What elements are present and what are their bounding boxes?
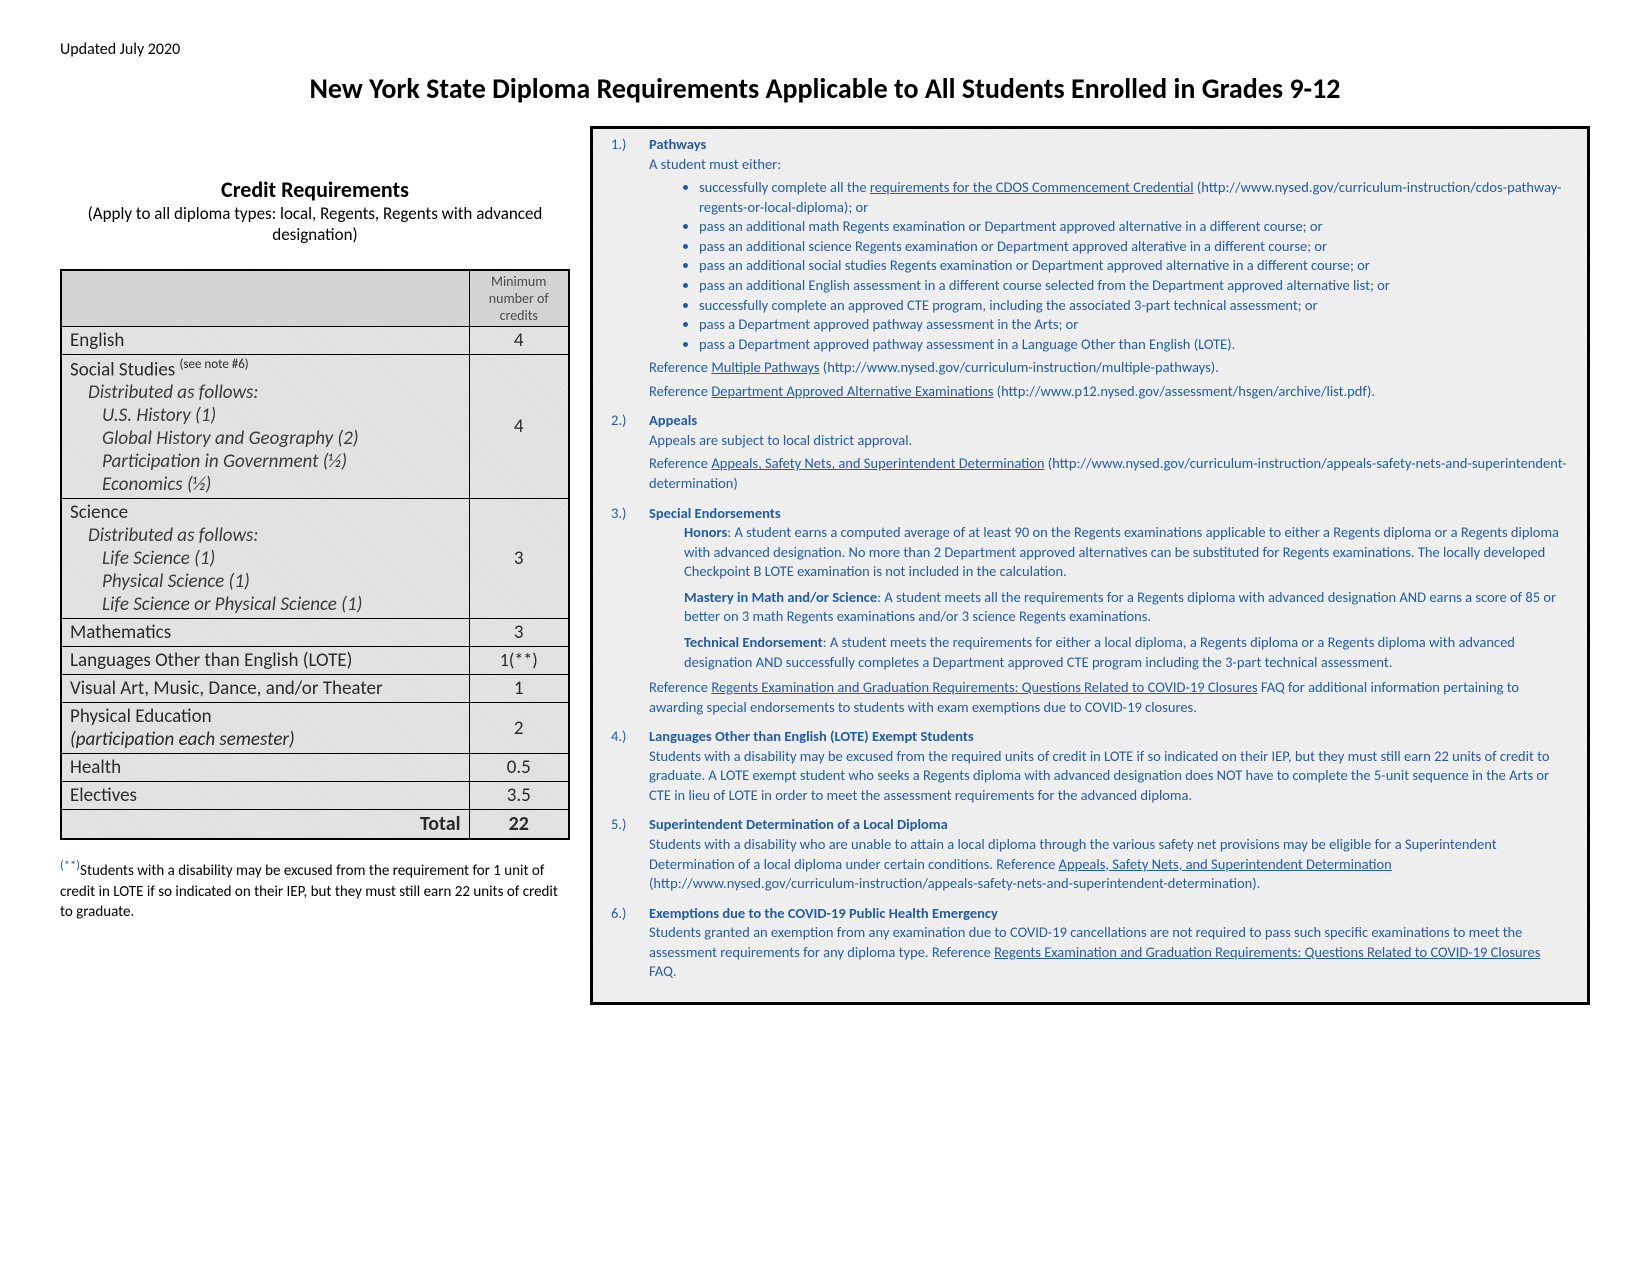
total-label: Total	[61, 810, 469, 840]
note-lote: Languages Other than English (LOTE) Exem…	[611, 727, 1569, 805]
credit-label: Physical Education (participation each s…	[61, 703, 469, 754]
table-row: English 4	[61, 327, 569, 355]
table-row: Electives 3.5	[61, 782, 569, 810]
appeals-link[interactable]: Appeals, Safety Nets, and Superintendent…	[711, 454, 1044, 472]
notes-panel: Pathways A student must either: successf…	[590, 126, 1590, 1005]
cdos-link[interactable]: requirements for the CDOS Commencement C…	[870, 178, 1194, 196]
credit-table: Minimum number of credits English 4 Soci…	[60, 269, 570, 840]
updated-date: Updated July 2020	[60, 40, 1590, 59]
credit-value: 3	[469, 619, 569, 647]
covid-faq-link-2[interactable]: Regents Examination and Graduation Requi…	[994, 943, 1540, 961]
credit-value: 3.5	[469, 782, 569, 810]
alt-exams-link[interactable]: Department Approved Alternative Examinat…	[711, 382, 993, 400]
credit-value: 1	[469, 675, 569, 703]
table-row: Languages Other than English (LOTE) 1(**…	[61, 647, 569, 675]
covid-faq-link-1[interactable]: Regents Examination and Graduation Requi…	[711, 678, 1257, 696]
credit-value: 4	[469, 355, 569, 499]
credit-subheading: (Apply to all diploma types: local, Rege…	[60, 203, 570, 245]
credit-value: 2	[469, 703, 569, 754]
table-row: Health 0.5	[61, 754, 569, 782]
credit-label: Science Distributed as follows: Life Sci…	[61, 499, 469, 619]
table-row: Social Studies (see note #6) Distributed…	[61, 355, 569, 499]
note-endorsements: Special Endorsements Honors: A student e…	[611, 504, 1569, 718]
table-row: Science Distributed as follows: Life Sci…	[61, 499, 569, 619]
credit-heading: Credit Requirements	[60, 176, 570, 203]
note-pathways: Pathways A student must either: successf…	[611, 135, 1569, 401]
note-superintendent: Superintendent Determination of a Local …	[611, 815, 1569, 893]
credit-label: English	[61, 327, 469, 355]
page-title: New York State Diploma Requirements Appl…	[60, 71, 1590, 106]
note-appeals: Appeals Appeals are subject to local dis…	[611, 411, 1569, 493]
credit-label: Languages Other than English (LOTE)	[61, 647, 469, 675]
table-total-row: Total 22	[61, 810, 569, 840]
table-row: Visual Art, Music, Dance, and/or Theater…	[61, 675, 569, 703]
credit-header-credits: Minimum number of credits	[469, 270, 569, 327]
multiple-pathways-link[interactable]: Multiple Pathways	[711, 358, 819, 376]
credit-footnote: (**)Students with a disability may be ex…	[60, 858, 570, 922]
credit-label: Visual Art, Music, Dance, and/or Theater	[61, 675, 469, 703]
table-row: Physical Education (participation each s…	[61, 703, 569, 754]
credit-label: Mathematics	[61, 619, 469, 647]
credit-value: 1(**)	[469, 647, 569, 675]
credit-label: Health	[61, 754, 469, 782]
table-row: Mathematics 3	[61, 619, 569, 647]
main-layout: Credit Requirements (Apply to all diplom…	[60, 126, 1590, 1005]
credit-requirements-column: Credit Requirements (Apply to all diplom…	[60, 126, 570, 922]
credit-value: 0.5	[469, 754, 569, 782]
credit-value: 4	[469, 327, 569, 355]
credit-header-blank	[61, 270, 469, 327]
credit-label: Social Studies (see note #6) Distributed…	[61, 355, 469, 499]
note-covid: Exemptions due to the COVID-19 Public He…	[611, 904, 1569, 982]
credit-label: Electives	[61, 782, 469, 810]
credit-value: 3	[469, 499, 569, 619]
superintendent-link[interactable]: Appeals, Safety Nets, and Superintendent…	[1059, 855, 1392, 873]
total-value: 22	[469, 810, 569, 840]
